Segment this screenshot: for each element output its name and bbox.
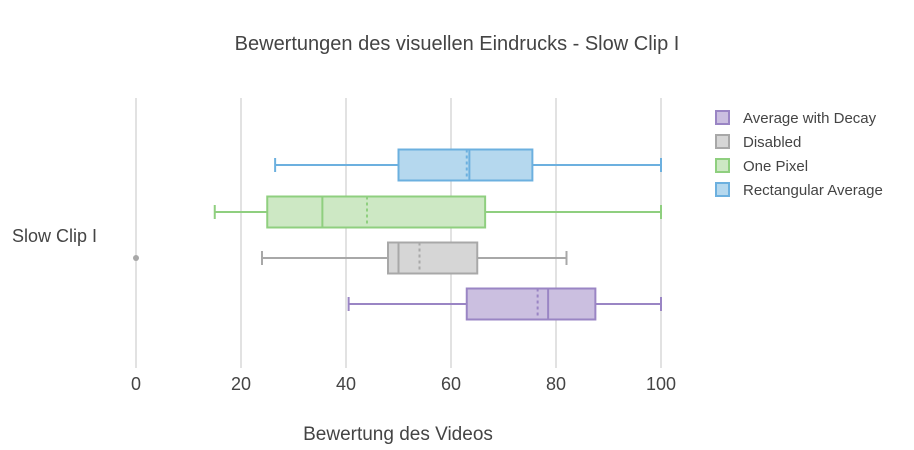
y-category-label: Slow Clip I	[12, 226, 97, 246]
iqr-box	[387, 241, 479, 275]
x-axis-title: Bewertung des Videos	[303, 424, 493, 445]
legend-label: One Pixel	[743, 158, 808, 175]
box-disabled	[133, 241, 568, 275]
legend-label: Disabled	[743, 134, 801, 151]
legend-swatch	[715, 182, 730, 197]
box-plots	[133, 148, 662, 321]
chart-title: Bewertungen des visuellen Eindrucks - Sl…	[235, 33, 680, 55]
box-one-pixel	[213, 195, 662, 229]
iqr-box	[397, 148, 534, 182]
iqr-box	[465, 287, 597, 321]
legend-label: Average with Decay	[743, 110, 877, 127]
outlier-point-0	[133, 255, 139, 261]
x-tick-label-60: 60	[441, 374, 461, 394]
legend-swatch	[715, 110, 730, 125]
legend-label: Rectangular Average	[743, 182, 883, 199]
legend[interactable]: Average with Decay Disabled One Pixel Recta…	[715, 110, 883, 199]
x-tick-label-80: 80	[546, 374, 566, 394]
legend-item-one-pixel[interactable]: One Pixel	[715, 158, 808, 175]
x-tick-label-20: 20	[231, 374, 251, 394]
legend-item-disabled[interactable]: Disabled	[715, 134, 801, 151]
iqr-box	[266, 195, 487, 229]
legend-swatch	[715, 134, 730, 149]
legend-item-rectangular-average[interactable]: Rectangular Average	[715, 182, 883, 199]
box-average-with-decay	[347, 287, 662, 321]
x-tick-labels: 0 20 40 60 80 100	[131, 374, 676, 394]
x-tick-label-100: 100	[646, 374, 676, 394]
x-tick-label-40: 40	[336, 374, 356, 394]
legend-item-average-with-decay[interactable]: Average with Decay	[715, 110, 877, 127]
box-rectangular-average	[274, 148, 662, 182]
x-tick-label-0: 0	[131, 374, 141, 394]
legend-swatch	[715, 158, 730, 173]
grid	[135, 98, 662, 368]
